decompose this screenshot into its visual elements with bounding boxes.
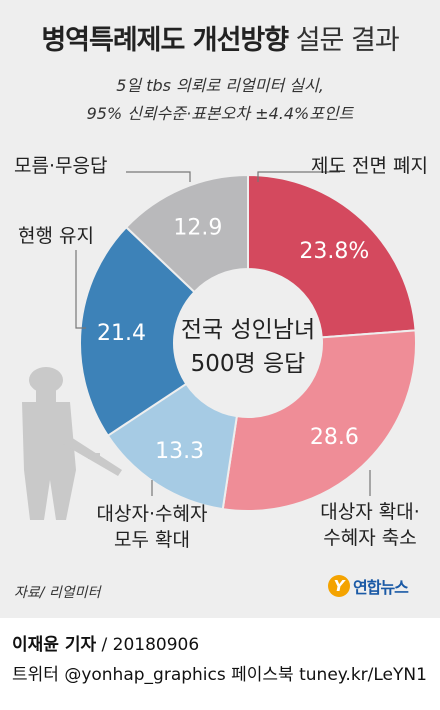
author-name: 이재윤 기자 <box>12 635 97 655</box>
category-label-expand-both: 대상자·수혜자 모두 확대 <box>97 503 208 551</box>
value-label-abolish: 23.8% <box>299 239 369 264</box>
center-label-line-2: 500명 응답 <box>191 351 306 377</box>
value-label-keep-current: 21.4 <box>97 321 146 346</box>
author-credit: 이재윤 기자 / 20180906 <box>12 630 199 655</box>
credit-date: / 20180906 <box>96 635 200 655</box>
logo-text: 연합뉴스 <box>353 578 409 597</box>
logo-mark-icon: Y <box>328 575 350 597</box>
value-label-expand-target-reduce-beneficiary: 28.6 <box>310 425 359 450</box>
slice-abolish <box>247 173 417 339</box>
leader-line-keep-current <box>75 250 86 329</box>
category-label-no-answer: 모름·무응답 <box>14 155 107 177</box>
source-note: 자료/ 리얼미터 <box>14 585 101 601</box>
yonhap-logo: Y 연합뉴스 <box>328 574 409 598</box>
soldier-silhouette <box>22 367 122 520</box>
subtitle-line-1: 5일 tbs 의뢰로 리얼미터 실시, <box>116 76 324 95</box>
title-sub: 설문 결과 <box>295 25 400 56</box>
infographic-panel: 병역특례제도 개선방향 설문 결과 5일 tbs 의뢰로 리얼미터 실시, 95… <box>0 0 440 618</box>
value-label-expand-both: 13.3 <box>155 439 204 464</box>
slice-no-answer <box>124 173 249 294</box>
category-label-expand-target-reduce-beneficiary: 대상자 확대· 수혜자 축소 <box>320 501 419 549</box>
category-label-keep-current: 현행 유지 <box>18 225 94 247</box>
category-label-abolish: 제도 전면 폐지 <box>311 155 428 177</box>
page-title: 병역특례제도 개선방향 설문 결과 <box>0 18 440 57</box>
leader-line-no-answer <box>126 171 191 182</box>
slice-keep-current <box>79 225 196 438</box>
social-credit: 트위터 @yonhap_graphics 페이스북 tuney.kr/LeYN1 <box>12 665 427 685</box>
value-label-no-answer: 12.9 <box>173 215 222 240</box>
slice-expand-target-reduce-beneficiary <box>221 329 417 512</box>
subtitle-line-2: 95% 신뢰수준·표본오차 ±4.4%포인트 <box>86 104 354 123</box>
leader-line-abolish <box>257 171 340 182</box>
title-main: 병역특례제도 개선방향 <box>41 25 289 56</box>
center-label-line-1: 전국 성인남녀 <box>181 317 315 343</box>
